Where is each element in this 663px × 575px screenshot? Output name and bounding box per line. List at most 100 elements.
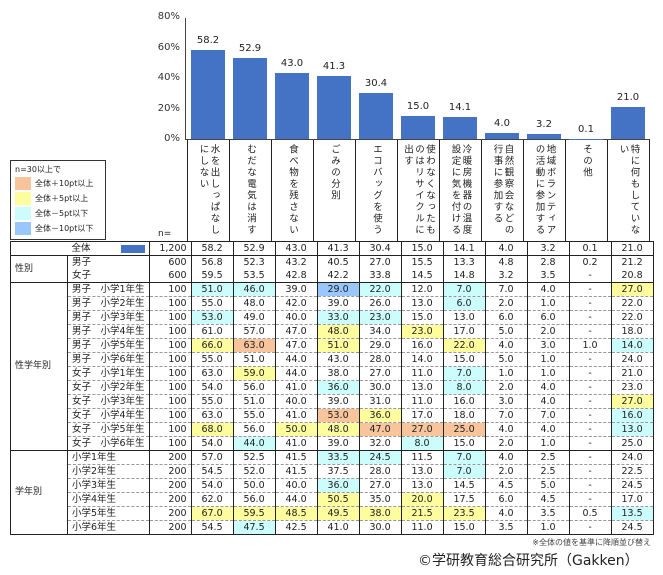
value-cell: 2.0 [484, 436, 528, 451]
value-cell: 53.0 [316, 408, 360, 423]
value-cell: 2.5 [526, 450, 570, 465]
value-cell: 1.0 [526, 366, 570, 381]
column-header: 食べ物を残さない [271, 140, 313, 241]
value-cell: 54.0 [190, 436, 234, 451]
value-cell: 43.0 [274, 241, 318, 256]
value-cell: 62.0 [190, 492, 234, 507]
data-table: 全体 1,200 58.2 52.9 43.0 41.3 30.4 15.0 14.1 4.0 3.… [10, 241, 654, 535]
sample-size: 100 [148, 310, 192, 325]
value-cell: 20.8 [610, 269, 654, 283]
value-cell: 16.0 [442, 394, 486, 409]
table-row: 学年別 小学1年生 200 57.0 52.5 41.5 33.5 24.5 11.5 7.0 4.… [10, 450, 654, 535]
value-cell: 40.0 [274, 478, 318, 493]
value-cell: 17.0 [442, 324, 486, 339]
column-header: 冷暖房機器の温度設定に気を付ける [439, 140, 481, 241]
value-cell: 23.0 [610, 380, 654, 395]
value-cell: 4.0 [484, 241, 528, 256]
sample-size: 200 [148, 506, 192, 521]
value-cell: 13.3 [442, 255, 486, 269]
value-cell: 23.5 [442, 506, 486, 521]
value-cell: 21.2 [610, 255, 654, 269]
row-label: 全体 [67, 241, 150, 256]
row-label: 男子 小学3年生 [67, 310, 150, 325]
value-cell: 6.0 [526, 310, 570, 325]
value-cell: - [568, 492, 612, 507]
row-label-text: 男子 小学1年生 [72, 284, 145, 295]
row-label-text: 男子 [72, 257, 92, 268]
value-cell: 30.4 [358, 241, 402, 256]
y-axis [185, 18, 186, 140]
category-label: 食べ物を残さない [287, 144, 298, 236]
value-cell: 52.9 [232, 241, 276, 256]
table-row: 男子 小学2年生 100 55.0 48.0 42.0 39.0 26.0 13.0 6.0 2.… [11, 296, 654, 311]
value-cell: 24.5 [610, 520, 654, 535]
value-cell: 41.0 [274, 408, 318, 423]
row-label: 小学3年生 [67, 478, 150, 493]
value-cell: 17.5 [442, 492, 486, 507]
value-cell: 56.0 [232, 380, 276, 395]
value-cell: 4.8 [484, 255, 528, 269]
value-cell: 4.0 [526, 380, 570, 395]
value-cell: 6.0 [484, 310, 528, 325]
bar [233, 58, 267, 139]
legend: n=30以上で 全体＋10pt以上 全体＋5pt以上 全体－5pt以下 全体－10pt… [10, 160, 106, 240]
value-cell: 3.5 [526, 506, 570, 521]
value-cell: 53.0 [190, 310, 234, 325]
value-cell: 43.0 [316, 352, 360, 367]
legend-swatch [15, 192, 31, 205]
value-cell: 7.0 [442, 366, 486, 381]
row-label-text: 女子 小学4年生 [72, 410, 145, 421]
table-row: 小学4年生 200 62.0 56.0 44.0 50.5 35.0 20.0 17.5 6.0 4… [11, 492, 654, 507]
bar-value-label: 41.3 [322, 61, 346, 73]
sample-size: 1,200 [148, 241, 192, 256]
value-cell: 5.0 [526, 478, 570, 493]
value-cell: 15.0 [442, 352, 486, 367]
value-cell: 51.0 [190, 282, 234, 297]
value-cell: 58.2 [190, 241, 234, 256]
category-label: 特に何もしていない [617, 144, 640, 236]
value-cell: 54.5 [190, 520, 234, 535]
row-label-text: 小学3年生 [72, 480, 117, 491]
value-cell: 43.2 [274, 255, 318, 269]
row-label: 女子 小学5年生 [67, 422, 150, 437]
value-cell: 23.0 [400, 324, 444, 339]
category-label: 地域ボランティアの活動に参加する [533, 144, 556, 236]
value-cell: 21.0 [610, 366, 654, 381]
column-header: 地域ボランティアの活動に参加する [523, 140, 565, 241]
value-cell: 59.5 [232, 506, 276, 521]
row-label: 小学4年生 [67, 492, 150, 507]
value-cell: 48.5 [274, 506, 318, 521]
value-cell: 39.0 [316, 436, 360, 451]
value-cell: 7.0 [442, 450, 486, 465]
column-header: その他 [565, 140, 607, 241]
sample-size: 100 [148, 436, 192, 451]
legend-item: 全体＋10pt以上 [15, 177, 101, 190]
y-tick-label: 40% [157, 72, 180, 83]
value-cell: 7.0 [442, 464, 486, 479]
bar-value-label: 3.2 [536, 119, 552, 131]
value-cell: 33.0 [316, 310, 360, 325]
table-row: 男子 小学6年生 100 55.0 51.0 44.0 43.0 28.0 14.0 15.0 5… [11, 352, 654, 367]
value-cell: 56.0 [232, 422, 276, 437]
table-row: 女子 600 59.5 53.5 42.8 42.2 33.8 14.5 14.8 3.2 3.5-… [11, 269, 654, 283]
bar-value-label: 58.2 [196, 35, 220, 47]
value-cell: 50.0 [274, 422, 318, 437]
row-label: 女子 小学3年生 [67, 394, 150, 409]
value-cell: 59.5 [190, 269, 234, 283]
table-row: 女子 小学3年生 100 55.0 51.0 40.0 39.0 31.0 11.0 16.0 3… [11, 394, 654, 409]
row-label-text: 全体 [71, 243, 91, 254]
value-cell: 11.0 [400, 366, 444, 381]
value-cell: 27.0 [400, 422, 444, 437]
value-cell: - [568, 282, 612, 297]
value-cell: 46.0 [232, 282, 276, 297]
row-label-text: 小学2年生 [72, 466, 117, 477]
value-cell: - [568, 269, 612, 283]
sample-size: 100 [148, 366, 192, 381]
value-cell: 51.0 [232, 394, 276, 409]
sample-size: 200 [148, 464, 192, 479]
value-cell: 41.0 [274, 380, 318, 395]
value-cell: 4.5 [526, 492, 570, 507]
row-label: 女子 [68, 269, 150, 283]
row-label: 小学2年生 [67, 464, 150, 479]
sample-size: 200 [148, 478, 192, 493]
